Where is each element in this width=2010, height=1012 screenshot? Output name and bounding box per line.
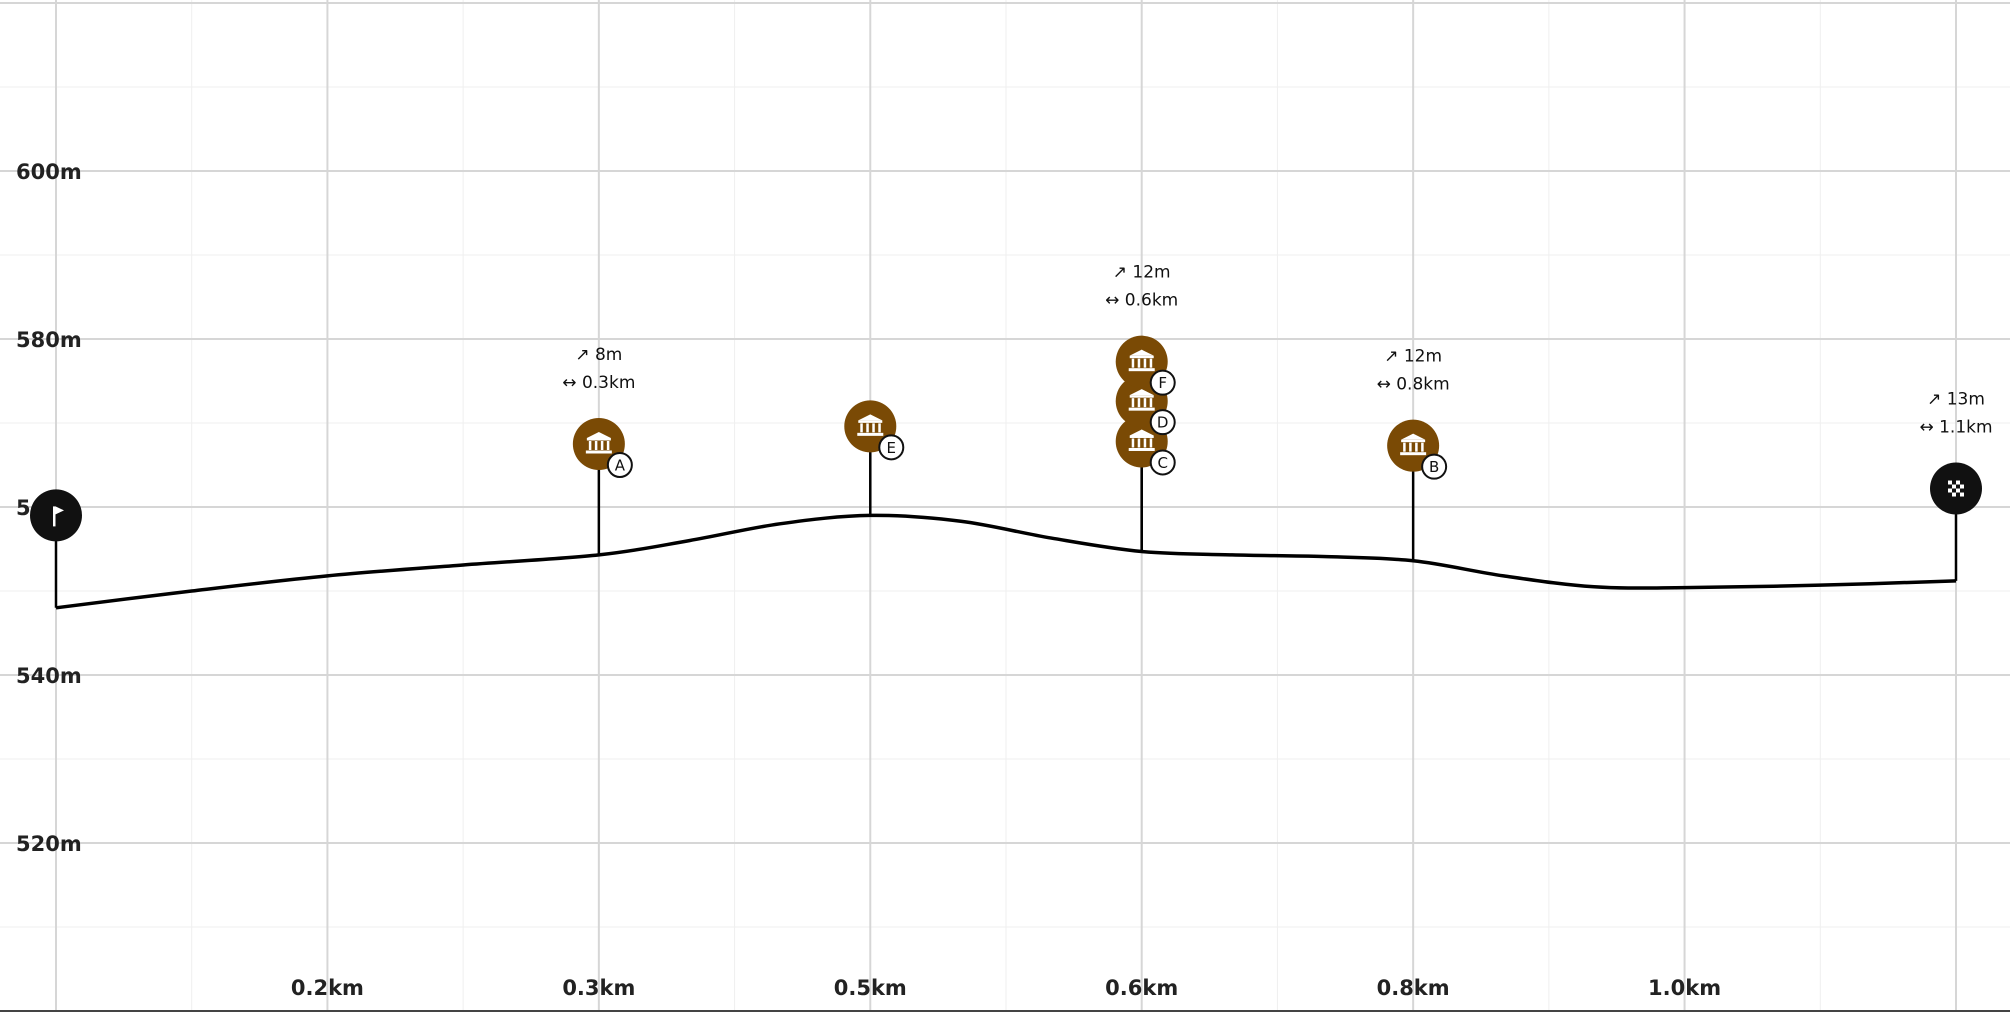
- y-tick-label: 540m: [16, 664, 82, 688]
- climb-label: ↗ 13m: [1927, 390, 1985, 410]
- marker-circle: [30, 489, 82, 542]
- museum-icon: [1400, 433, 1427, 456]
- museum-icon: [1128, 429, 1155, 451]
- museum-icon: [857, 414, 884, 436]
- distance-label: ↔ 0.6km: [1105, 291, 1178, 311]
- marker-letter: A: [615, 457, 626, 475]
- climb-label: ↗ 12m: [1113, 263, 1171, 283]
- y-tick-label: 580m: [16, 328, 82, 352]
- y-axis-ticks: 520m 540m 5 580m 600m: [16, 160, 82, 856]
- museum-icon: [585, 432, 612, 454]
- museum-icon: [1128, 349, 1155, 372]
- marker-letter: D: [1157, 414, 1169, 432]
- marker-letter-badge: [1149, 409, 1176, 436]
- marker-letter-badge: [878, 434, 905, 461]
- marker-letter-badge: [1149, 369, 1176, 396]
- marker-B[interactable]: B: [1387, 419, 1448, 480]
- climb-label: ↗ 8m: [575, 345, 622, 365]
- marker-annotations: ↗ 8m ↔ 0.3km ↗ 12m ↔ 0.6km ↗ 12m ↔ 0.8km ↗ 13m…: [562, 263, 1992, 438]
- distance-label: ↔ 0.8km: [1377, 375, 1450, 395]
- y-tick-label: 520m: [16, 832, 82, 856]
- markers: A E C D F B: [30, 335, 1982, 542]
- x-tick-label: 1.0km: [1648, 976, 1721, 1000]
- marker-start[interactable]: [30, 489, 82, 542]
- marker-annotation: ↗ 12m ↔ 0.6km: [1105, 263, 1178, 311]
- climb-label: ↗ 12m: [1384, 347, 1442, 367]
- marker-annotation: ↗ 8m ↔ 0.3km: [562, 345, 635, 393]
- x-tick-label: 0.2km: [291, 976, 364, 1000]
- marker-letter-badge: [606, 452, 633, 478]
- marker-annotation: ↗ 13m ↔ 1.1km: [1919, 390, 1992, 438]
- x-axis-ticks: 0.2km 0.3km 0.5km 0.6km 0.8km 1.0km: [291, 976, 1721, 1000]
- x-tick-label: 0.6km: [1105, 976, 1178, 1000]
- x-tick-label: 0.8km: [1377, 976, 1450, 1000]
- marker-letter-badge: [1149, 449, 1176, 476]
- distance-label: ↔ 0.3km: [562, 373, 635, 393]
- marker-letter: C: [1157, 454, 1167, 472]
- x-tick-label: 0.5km: [834, 976, 907, 1000]
- marker-A[interactable]: A: [572, 418, 633, 478]
- marker-letter-badge: [1421, 453, 1448, 480]
- marker-end[interactable]: [1930, 462, 1982, 515]
- y-tick-label: 600m: [16, 160, 82, 184]
- y-tick-label: 5: [16, 496, 31, 520]
- museum-icon: [1128, 389, 1155, 411]
- marker-letter: F: [1158, 374, 1167, 392]
- marker-annotation: ↗ 12m ↔ 0.8km: [1377, 347, 1450, 395]
- elevation-profile-line: [55, 513, 1957, 610]
- flag-icon: [53, 506, 64, 527]
- marker-letter: E: [887, 439, 896, 457]
- x-tick-label: 0.3km: [562, 976, 635, 1000]
- marker-E[interactable]: E: [844, 400, 905, 461]
- marker-letter: B: [1429, 458, 1439, 476]
- distance-label: ↔ 1.1km: [1919, 418, 1992, 438]
- marker-F[interactable]: F: [1115, 335, 1176, 396]
- checkered-flag-icon: [1948, 480, 1964, 497]
